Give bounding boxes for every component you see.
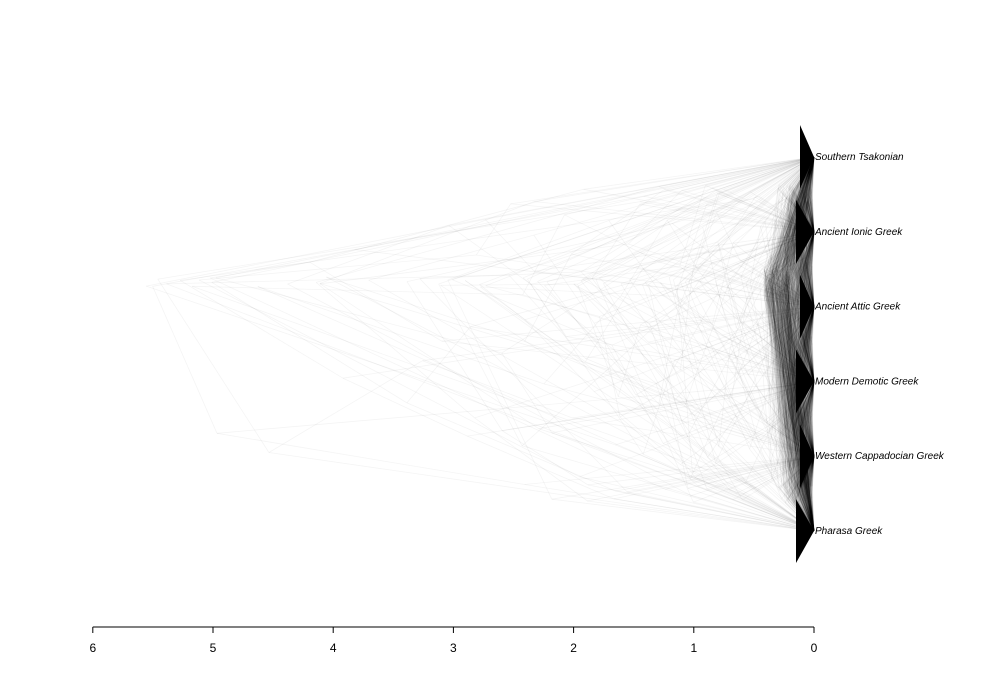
tip-cluster xyxy=(796,199,814,264)
taxon-labels: Southern Tsakonian Ancient Ionic Greek Anc… xyxy=(814,152,945,537)
taxon-label: Pharasa Greek xyxy=(815,526,883,537)
tip-cluster xyxy=(796,349,814,414)
x-tick-label: 4 xyxy=(330,641,337,655)
tree-lines xyxy=(146,125,815,563)
x-tick-label: 6 xyxy=(89,641,96,655)
tip-cluster xyxy=(800,125,814,189)
taxon-label: Southern Tsakonian xyxy=(815,152,904,163)
x-tick-label: 0 xyxy=(811,641,818,655)
x-axis: 6 5 4 3 2 1 0 xyxy=(89,626,818,655)
tip-cluster xyxy=(800,424,814,489)
taxon-label: Western Cappadocian Greek xyxy=(815,451,945,462)
tip-cluster xyxy=(800,274,814,339)
taxon-label: Ancient Ionic Greek xyxy=(814,227,903,238)
x-tick-label: 5 xyxy=(210,641,217,655)
x-tick-label: 2 xyxy=(570,641,577,655)
x-tick-label: 1 xyxy=(690,641,697,655)
taxon-label: Modern Demotic Greek xyxy=(815,376,919,387)
x-tick-label: 3 xyxy=(450,641,457,655)
tip-cluster xyxy=(796,499,814,563)
taxon-label: Ancient Attic Greek xyxy=(814,302,901,313)
